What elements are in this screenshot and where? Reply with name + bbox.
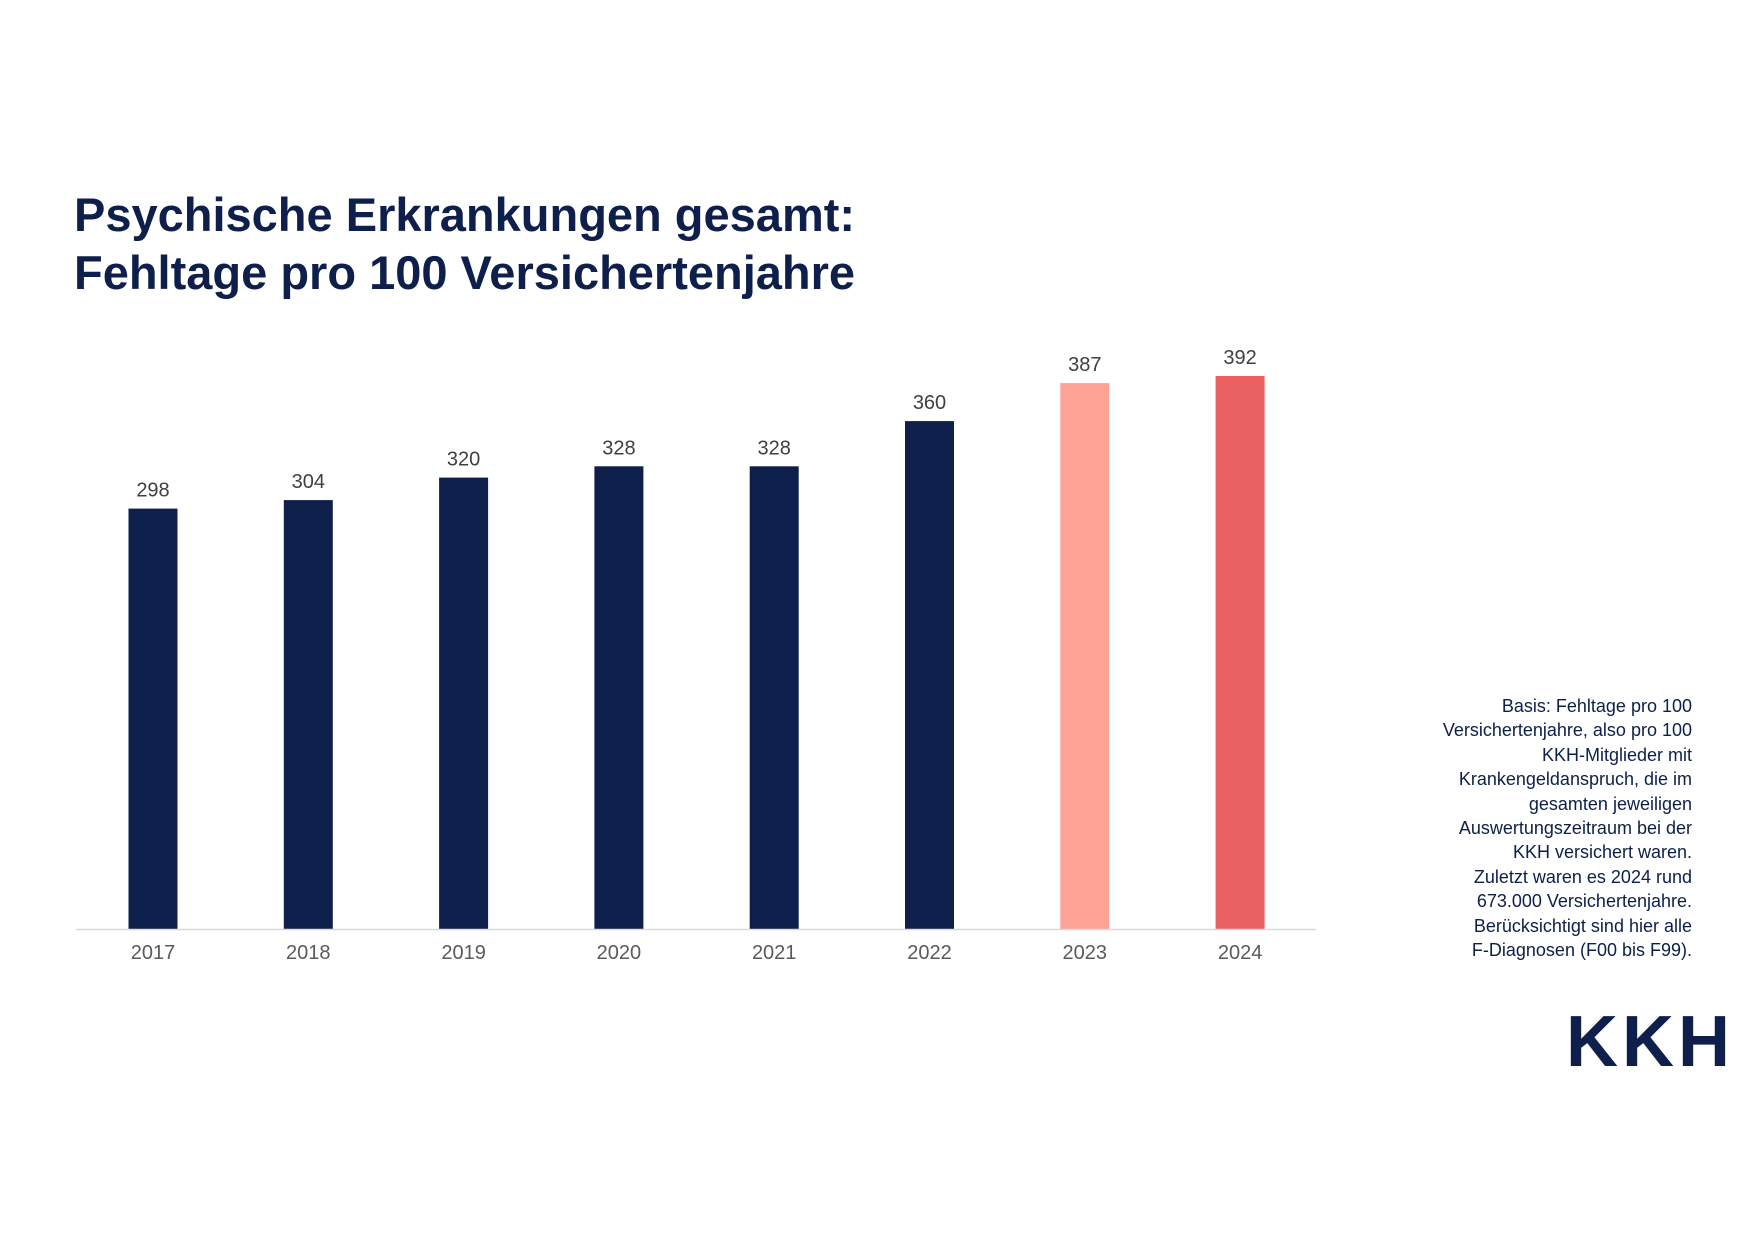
x-tick-label-2022: 2022: [907, 942, 952, 964]
chart-title-line-2: Fehltage pro 100 Versichertenjahre: [74, 246, 856, 299]
bar-2019: [439, 477, 489, 929]
kkh-logo: KKH: [1566, 1002, 1734, 1082]
x-tick-label-2021: 2021: [752, 942, 797, 964]
x-tick-label-2023: 2023: [1063, 942, 1108, 964]
bar-2020: [594, 466, 644, 929]
bar-2023: [1060, 383, 1110, 930]
bar-2017: [128, 508, 178, 929]
data-label-2018: 304: [292, 471, 325, 493]
x-tick-label-2020: 2020: [597, 942, 642, 964]
chart-title-line-1: Psychische Erkrankungen gesamt:: [74, 188, 856, 241]
x-tick-label-2018: 2018: [286, 942, 331, 964]
bar-2024: [1215, 376, 1265, 929]
data-label-2019: 320: [447, 449, 480, 471]
data-label-2023: 387: [1068, 354, 1101, 376]
bar-2022: [905, 421, 954, 929]
x-tick-label-2024: 2024: [1218, 942, 1263, 964]
data-label-2020: 328: [602, 437, 635, 459]
methodology-note: Basis: Fehltage pro 100 Versichertenjahr…: [1442, 696, 1692, 961]
x-tick-label-2019: 2019: [441, 942, 486, 964]
bar-2021: [749, 466, 799, 929]
data-label-2017: 298: [136, 480, 169, 502]
chart-title: Psychische Erkrankungen gesamt: Fehltage…: [74, 186, 1174, 302]
data-label-2022: 360: [913, 392, 946, 414]
x-tick-label-2017: 2017: [131, 942, 176, 964]
labels-group: 298 2017 304 2018 320 2019 328 2020 328 2021 360 20…: [131, 347, 1263, 964]
data-label-2024: 392: [1223, 347, 1256, 369]
bar-2018: [283, 500, 333, 929]
data-label-2021: 328: [758, 437, 791, 459]
bars-group: [128, 376, 1265, 930]
